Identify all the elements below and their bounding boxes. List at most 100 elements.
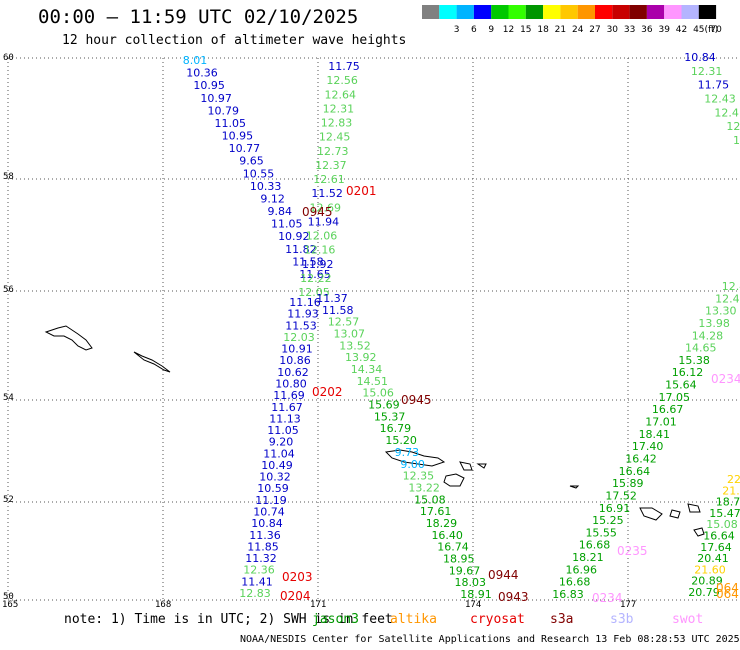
wave-height-value: 20.89 [691,575,723,588]
wave-height-value: 9.65 [239,155,264,168]
mission-altika: altika [390,612,437,627]
wave-height-value: 10.84 [251,517,283,530]
wave-height-value: 10.77 [229,142,261,155]
legend-swatch [543,5,561,19]
wave-height-value: 13.22 [408,481,440,494]
wave-height-value: 10.95 [222,130,254,143]
wave-height-value: 12.4 [722,280,740,293]
pass-time-label: 0945 [302,205,333,219]
lat-tick-54: 54 [3,393,14,403]
wave-height-value: 11.05 [215,117,247,130]
legend-swatch [698,5,717,19]
legend-label: 70 [710,25,722,35]
wave-height-value: 11.67 [271,401,303,414]
legend-label: 15 [520,25,531,35]
pass-time-label: 0202 [312,385,343,399]
wave-height-value: 16.12 [672,366,704,379]
wave-height-value: 22 [727,473,740,486]
wave-height-value: 15.25 [592,514,624,527]
wave-height-value: 10.32 [259,471,291,484]
wave-height-value: 17.52 [605,489,637,502]
wave-height-value: 10.91 [281,343,313,356]
wave-height-value: 11.53 [285,319,317,332]
pass-time-label: 0203 [282,570,313,584]
wave-height-value: 17.64 [700,541,732,554]
wave-height-value: 16.40 [431,529,463,542]
wave-height-value: 13.98 [698,317,730,330]
wave-height-value: 15.20 [385,434,417,447]
wave-height-value: 9.00 [400,458,425,471]
coastline [669,509,681,519]
legend-swatch [681,5,699,19]
legend-unit: (ft) [705,25,719,35]
wave-height-value: 18.91 [460,588,492,601]
wave-height-value: 10.49 [261,459,293,472]
wave-height-value: 20.79 [688,586,720,599]
legend-swatch [577,5,595,19]
wave-height-value: 11.32 [245,552,277,565]
wave-height-value: 12.22 [300,272,332,285]
wave-height-value: 11.85 [247,540,279,553]
wave-height-value: 12.64 [325,88,357,101]
mission-s3b-label: s3b [610,612,634,627]
wave-height-value: 11.37 [316,292,348,305]
coastline [693,527,705,537]
wave-height-value: 15.47 [709,507,740,520]
legend-swatch [612,5,630,19]
legend-label: 33 [624,25,635,35]
wave-height-value: 9.73 [395,446,420,459]
plot-area [8,58,739,600]
wave-height-value: 9.12 [260,192,285,205]
legend-label: 6 [471,25,477,35]
wave-height-value: 15.69 [368,399,400,412]
legend-label: 18 [537,25,549,35]
wave-height-value: 12.37 [315,159,347,172]
coastlines [44,325,705,537]
wave-height-value: 12.03 [283,331,315,344]
wave-height-value: 16.42 [625,452,657,465]
wave-height-value: 11.52 [311,187,343,200]
legend-swatch [491,5,509,19]
wave-height-value: 12.56 [326,74,358,87]
wave-height-tracks: 8.0110.3610.9510.9710.7911.0510.9510.779… [183,51,740,601]
wave-height-value: 21.60 [694,563,726,576]
wave-height-value: 12.16 [304,244,336,257]
wave-height-value: 13.52 [339,339,371,352]
mission-swot: swot [672,612,703,627]
wave-height-value: 10.84 [684,51,716,64]
wave-height-value: 18.95 [443,552,475,565]
wave-height-value: 12.69 [310,201,342,214]
wave-height-value: 18.03 [454,576,486,589]
wave-height-value: 15.89 [612,477,644,490]
mission-jason3-label: jason3 [312,612,359,627]
wave-height-value: 10.55 [243,167,275,180]
wave-height-value: 15.08 [414,493,446,506]
wave-height-value: 16.64 [703,530,735,543]
wave-height-value: 11.41 [241,575,273,588]
wave-height-value: 12.61 [313,173,345,186]
track: 11.1611.9311.5312.0310.9110.8610.6210.80… [239,296,321,600]
mission-altika-label: altika [390,612,437,627]
wave-height-value: 12.06 [306,230,338,243]
legend-swatch [560,5,578,19]
wave-height-value: 20.41 [697,552,729,565]
lon-tick-165: 165 [2,600,19,610]
pass-time-label: 0201 [346,184,377,198]
wave-height-value: 15.08 [706,518,738,531]
legend-label: 42 [676,25,687,35]
legend-label: 21 [555,25,566,35]
wave-height-value: 16.79 [380,422,412,435]
wave-height-value: 16.91 [599,502,631,515]
wave-height-value: 12 [726,120,740,133]
wave-height-value: 17.05 [658,391,690,404]
wave-height-value: 10.74 [253,506,285,519]
wave-height-value: 11.13 [269,412,301,425]
footnote: note: 1) Time is in UTC; 2) SWH is in fe… [64,612,393,627]
mission-s3a-label: s3a [550,612,574,627]
wave-height-value: 10.59 [257,482,289,495]
wave-height-value: 18.41 [639,428,671,441]
mission-s3a: s3a [550,612,573,627]
legend-label: 30 [607,25,619,35]
legend-swatch [508,5,526,19]
